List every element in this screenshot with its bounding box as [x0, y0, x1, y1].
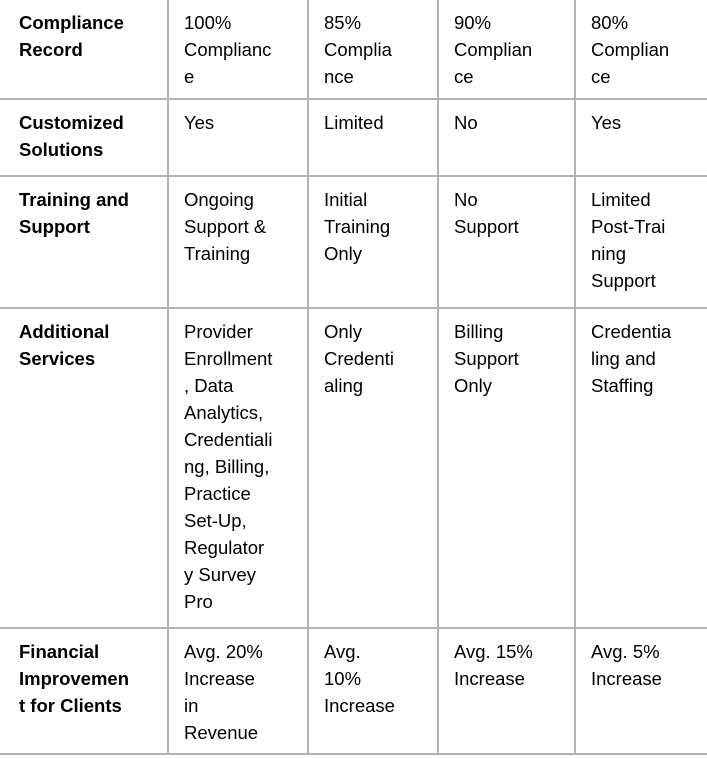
- table-cell: Avg. 10% Increase: [307, 627, 439, 755]
- table-cell: Billing Support Only: [437, 307, 576, 629]
- table-cell: Limited Post-Trai ning Support: [574, 175, 707, 309]
- table-cell: Credentia ling and Staffing: [574, 307, 707, 629]
- table-cell: Provider Enrollment , Data Analytics, Cr…: [167, 307, 309, 629]
- table-cell: 100% Complianc e: [167, 0, 309, 100]
- table-cell: Avg. 15% Increase: [437, 627, 576, 755]
- row-label-training-and-support: Training and Support: [0, 175, 169, 309]
- table-cell: Limited: [307, 98, 439, 177]
- row-label-customized-solutions: Customized Solutions: [0, 98, 169, 177]
- table-cell: 80% Complian ce: [574, 0, 707, 100]
- table-cell: 85% Complia nce: [307, 0, 439, 100]
- table-cell: Initial Training Only: [307, 175, 439, 309]
- table-row-customized-solutions: Customized Solutions Yes Limited No Yes: [0, 98, 707, 177]
- table-row-additional-services: Additional Services Provider Enrollment …: [0, 307, 707, 629]
- row-label-compliance-record: Compliance Record: [0, 0, 169, 100]
- table-cell: Ongoing Support & Training: [167, 175, 309, 309]
- table-row-financial-improvement: Financial Improvemen t for Clients Avg. …: [0, 627, 707, 755]
- row-label-financial-improvement: Financial Improvemen t for Clients: [0, 627, 169, 755]
- table-cell: Avg. 5% Increase: [574, 627, 707, 755]
- table-row-training-and-support: Training and Support Ongoing Support & T…: [0, 175, 707, 309]
- table-cell: Yes: [167, 98, 309, 177]
- table-cell: 90% Complian ce: [437, 0, 576, 100]
- table-cell: No: [437, 98, 576, 177]
- table-row-compliance-record: Compliance Record 100% Complianc e 85% C…: [0, 0, 707, 100]
- table-cell: No Support: [437, 175, 576, 309]
- table-cell: Avg. 20% Increase in Revenue: [167, 627, 309, 755]
- row-label-additional-services: Additional Services: [0, 307, 169, 629]
- table-cell: Only Credenti aling: [307, 307, 439, 629]
- table-cell: Yes: [574, 98, 707, 177]
